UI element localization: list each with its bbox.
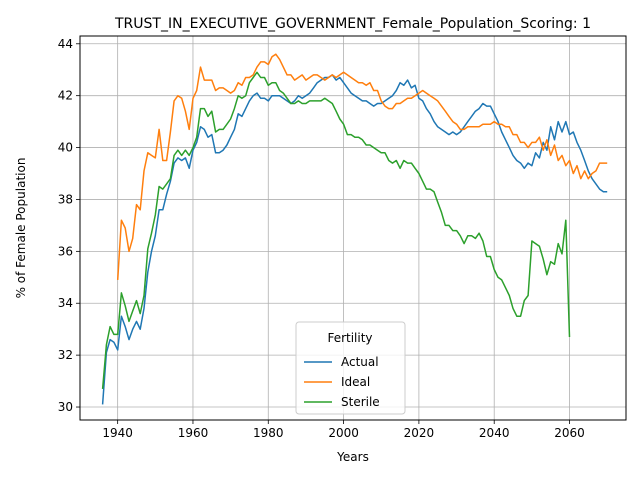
x-tick-label: 2040	[479, 426, 510, 440]
plot-frame	[79, 35, 627, 421]
x-tick-label: 1960	[178, 426, 209, 440]
y-tick-label: 38	[58, 192, 73, 206]
legend-label-ideal: Ideal	[341, 375, 370, 389]
legend-title: Fertility	[327, 331, 372, 345]
axis-ticks: 1940 1960 1980 2000 2020 2040 2060 30 32 34 36 38 40…	[58, 37, 585, 440]
x-tick-label: 1980	[253, 426, 284, 440]
legend-label-actual: Actual	[341, 355, 379, 369]
y-tick-label: 32	[58, 348, 73, 362]
y-axis-label: % of Female Population	[14, 158, 28, 299]
x-axis-label: Years	[336, 450, 369, 464]
x-tick-label: 1940	[102, 426, 133, 440]
x-tick-label: 2020	[404, 426, 435, 440]
x-tick-label: 2060	[554, 426, 585, 440]
y-tick-label: 40	[58, 141, 73, 155]
series-lines	[101, 53, 608, 405]
y-tick-label: 44	[58, 37, 73, 51]
series-line-ideal	[116, 53, 608, 280]
y-tick-label: 34	[58, 296, 73, 310]
legend: Fertility Actual Ideal Sterile	[295, 321, 406, 415]
chart-title: TRUST_IN_EXECUTIVE_GOVERNMENT_Female_Pop…	[114, 16, 591, 32]
x-tick-label: 2000	[328, 426, 359, 440]
series-line-actual	[101, 74, 608, 405]
series-line-sterile	[101, 71, 571, 389]
y-tick-label: 42	[58, 89, 73, 103]
legend-box	[295, 321, 406, 415]
legend-label-sterile: Sterile	[341, 395, 380, 409]
y-tick-label: 30	[58, 400, 73, 414]
y-tick-label: 36	[58, 244, 73, 258]
